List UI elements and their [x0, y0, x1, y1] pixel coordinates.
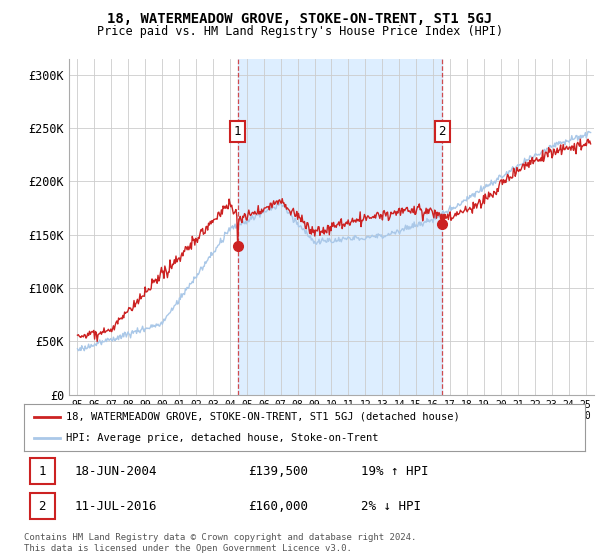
- Text: £160,000: £160,000: [248, 500, 308, 512]
- Text: 18, WATERMEADOW GROVE, STOKE-ON-TRENT, ST1 5GJ: 18, WATERMEADOW GROVE, STOKE-ON-TRENT, S…: [107, 12, 493, 26]
- Text: HPI: Average price, detached house, Stoke-on-Trent: HPI: Average price, detached house, Stok…: [66, 433, 379, 444]
- Text: 2: 2: [439, 125, 446, 138]
- Bar: [238, 59, 442, 395]
- FancyBboxPatch shape: [29, 493, 55, 520]
- Text: Price paid vs. HM Land Registry's House Price Index (HPI): Price paid vs. HM Land Registry's House …: [97, 25, 503, 38]
- Text: £139,500: £139,500: [248, 465, 308, 478]
- Text: Contains HM Land Registry data © Crown copyright and database right 2024.
This d: Contains HM Land Registry data © Crown c…: [24, 533, 416, 553]
- Text: 18-JUN-2004: 18-JUN-2004: [74, 465, 157, 478]
- Text: 18, WATERMEADOW GROVE, STOKE-ON-TRENT, ST1 5GJ (detached house): 18, WATERMEADOW GROVE, STOKE-ON-TRENT, S…: [66, 412, 460, 422]
- Text: 1: 1: [38, 465, 46, 478]
- Text: 2% ↓ HPI: 2% ↓ HPI: [361, 500, 421, 512]
- FancyBboxPatch shape: [29, 458, 55, 484]
- Text: 1: 1: [234, 125, 241, 138]
- Text: 11-JUL-2016: 11-JUL-2016: [74, 500, 157, 512]
- Text: 2: 2: [38, 500, 46, 512]
- Text: 19% ↑ HPI: 19% ↑ HPI: [361, 465, 428, 478]
